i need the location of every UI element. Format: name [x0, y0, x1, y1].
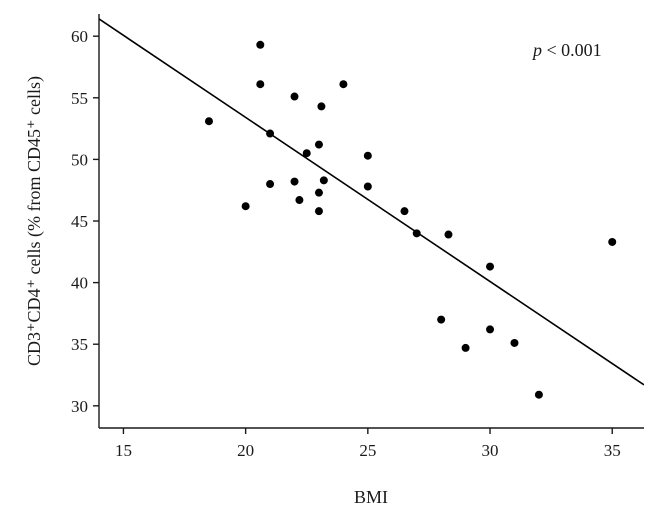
- y-axis-title: CD3⁺CD4⁺ cells (% from CD45⁺ cells): [24, 76, 45, 366]
- data-point: [319, 176, 328, 185]
- data-point: [314, 207, 323, 216]
- p-value-symbol: p: [531, 40, 542, 60]
- data-point: [412, 229, 421, 238]
- data-points: [204, 40, 617, 399]
- data-point: [444, 230, 453, 239]
- y-tick-label: 45: [71, 212, 88, 231]
- data-point: [241, 202, 250, 211]
- data-point: [486, 262, 495, 271]
- x-tick-label: 15: [115, 441, 132, 460]
- x-tick-label: 20: [237, 441, 254, 460]
- data-point: [290, 177, 299, 186]
- regression-line: [99, 18, 644, 386]
- data-point: [290, 92, 299, 101]
- data-point: [534, 390, 543, 399]
- x-tick-label: 30: [482, 441, 499, 460]
- data-point: [317, 102, 326, 111]
- p-value-annotation: p < 0.001: [531, 40, 602, 60]
- y-tick-label: 40: [71, 274, 88, 293]
- y-tick-label: 30: [71, 397, 88, 416]
- data-point: [256, 80, 265, 89]
- data-point: [314, 140, 323, 149]
- y-tick-label: 60: [71, 27, 88, 46]
- x-ticks: 15 20 25 30 35: [115, 428, 621, 460]
- data-point: [437, 315, 446, 324]
- data-point: [339, 80, 348, 89]
- data-point: [486, 325, 495, 334]
- data-point: [363, 182, 372, 191]
- data-point: [363, 151, 372, 160]
- data-point: [608, 237, 617, 246]
- y-ticks: 30 35 40 45 50 55 60: [71, 27, 99, 416]
- data-point: [510, 338, 519, 347]
- data-point: [400, 207, 409, 216]
- data-point: [266, 129, 275, 138]
- y-tick-label: 55: [71, 89, 88, 108]
- axes: [98, 14, 644, 429]
- x-axis-title: BMI: [354, 487, 388, 507]
- data-point: [302, 149, 311, 158]
- data-point: [295, 196, 304, 205]
- x-tick-label: 35: [604, 441, 621, 460]
- data-point: [314, 188, 323, 197]
- p-value-text: < 0.001: [542, 40, 602, 60]
- data-point: [256, 40, 265, 49]
- y-tick-label: 50: [71, 150, 88, 169]
- y-tick-label: 35: [71, 335, 88, 354]
- x-tick-label: 25: [359, 441, 376, 460]
- data-point: [204, 117, 213, 126]
- data-point: [461, 343, 470, 352]
- data-point: [266, 180, 275, 189]
